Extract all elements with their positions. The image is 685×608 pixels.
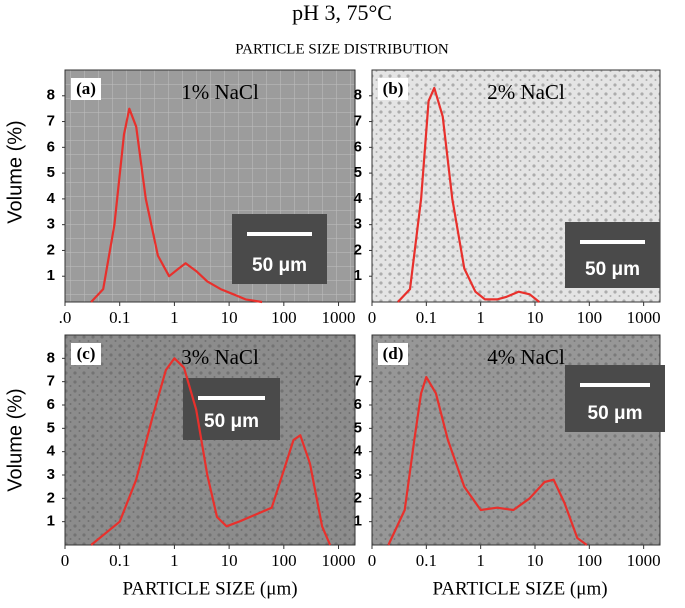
- panel-label: (c): [77, 344, 96, 363]
- data-line: [90, 357, 332, 546]
- data-line: [387, 375, 588, 546]
- scale-bar-label: 50 μm: [252, 255, 307, 276]
- y-tick-label: 2: [354, 241, 362, 258]
- y-tick-label: 5: [354, 164, 362, 181]
- x-tick-label: 1000: [322, 551, 356, 570]
- y-tick-label: 2: [47, 241, 55, 258]
- y-tick-label: 4: [47, 443, 56, 460]
- plot-frame: [64, 334, 356, 546]
- x-tick-label: 0: [368, 551, 377, 570]
- x-tick-label: 0.1: [109, 551, 130, 570]
- y-tick-label: 2: [354, 489, 362, 506]
- y-tick-label: 2: [47, 489, 55, 506]
- data-line: [397, 86, 540, 303]
- x-tick-label: 0.1: [416, 308, 437, 327]
- y-tick-label: 4: [354, 443, 363, 460]
- x-tick-label: 1: [476, 551, 485, 570]
- y-tick-label: 1: [354, 267, 362, 284]
- panel-label-box: [378, 343, 408, 365]
- y-tick-label: 7: [354, 373, 362, 390]
- y-tick-label: 1: [354, 513, 362, 530]
- y-tick-label: 3: [47, 216, 55, 233]
- plot-frame: [371, 334, 661, 546]
- figure-title: pH 3, 75°C: [292, 0, 392, 25]
- x-tick-label: 1: [170, 308, 179, 327]
- plot-frame: [64, 69, 356, 303]
- y-tick-label: 6: [354, 396, 362, 413]
- y-axis-label: Volume (%): [4, 388, 26, 491]
- scale-bar-box: [565, 365, 665, 432]
- x-tick-label: 10: [526, 551, 543, 570]
- y-tick-label: 1: [47, 267, 55, 284]
- x-tick-label: 0: [61, 551, 70, 570]
- x-tick-label: 100: [577, 551, 603, 570]
- y-tick-label: 7: [47, 113, 55, 130]
- y-tick-label: 1: [47, 513, 55, 530]
- x-tick-label: 0.1: [109, 308, 130, 327]
- scale-bar-box: [232, 214, 327, 284]
- x-tick-label: 1000: [627, 551, 661, 570]
- x-tick-label: 1000: [322, 308, 356, 327]
- x-tick-label: 100: [271, 308, 297, 327]
- panel-label: (d): [383, 344, 404, 363]
- panel-title: 4% NaCl: [487, 345, 565, 369]
- panel-label-box: [71, 343, 101, 365]
- panel-label-box: [378, 78, 408, 100]
- y-tick-label: 3: [354, 216, 362, 233]
- x-tick-label: 0.1: [416, 551, 437, 570]
- x-tick-label: 1: [476, 308, 485, 327]
- y-tick-label: 8: [47, 87, 55, 104]
- figure-subtitle: PARTICLE SIZE DISTRIBUTION: [235, 41, 449, 57]
- scale-bar-label: 50 μm: [588, 403, 643, 424]
- y-tick-label: 5: [47, 164, 55, 181]
- x-tick-label: 1: [170, 551, 179, 570]
- y-tick-label: 8: [47, 349, 55, 366]
- panel-title: 2% NaCl: [487, 80, 565, 104]
- x-tick-label: 100: [271, 551, 297, 570]
- x-tick-label: 0: [368, 308, 377, 327]
- y-tick-label: 3: [47, 466, 55, 483]
- x-tick-label: .0: [59, 308, 72, 327]
- y-tick-label: 8: [354, 87, 362, 104]
- y-tick-label: 7: [47, 373, 55, 390]
- y-tick-label: 5: [354, 419, 362, 436]
- y-tick-label: 5: [47, 419, 55, 436]
- x-tick-label: 10: [526, 308, 543, 327]
- scale-bar-label: 50 μm: [204, 411, 259, 432]
- y-tick-label: 7: [354, 113, 362, 130]
- y-axis-label: Volume (%): [4, 120, 26, 223]
- x-tick-label: 1000: [627, 308, 661, 327]
- y-tick-label: 6: [47, 138, 55, 155]
- x-axis-label: PARTICLE SIZE (μm): [432, 578, 607, 599]
- scale-bar-label: 50 μm: [585, 259, 640, 280]
- panel-label-box: [71, 78, 101, 100]
- panel-label: (a): [76, 79, 96, 98]
- y-tick-label: 3: [354, 466, 362, 483]
- x-tick-label: 10: [221, 308, 238, 327]
- panel-title: 3% NaCl: [181, 345, 259, 369]
- y-tick-label: 4: [47, 190, 56, 207]
- x-tick-label: 100: [577, 308, 603, 327]
- panel-title: 1% NaCl: [181, 80, 259, 104]
- x-axis-label: PARTICLE SIZE (μm): [122, 578, 297, 599]
- y-tick-label: 6: [354, 138, 362, 155]
- scale-bar-box: [565, 222, 660, 288]
- data-line: [90, 107, 263, 304]
- plot-frame: [371, 69, 661, 303]
- y-tick-label: 4: [354, 190, 363, 207]
- x-tick-label: 10: [221, 551, 238, 570]
- y-tick-label: 6: [47, 396, 55, 413]
- panel-label: (b): [383, 79, 404, 98]
